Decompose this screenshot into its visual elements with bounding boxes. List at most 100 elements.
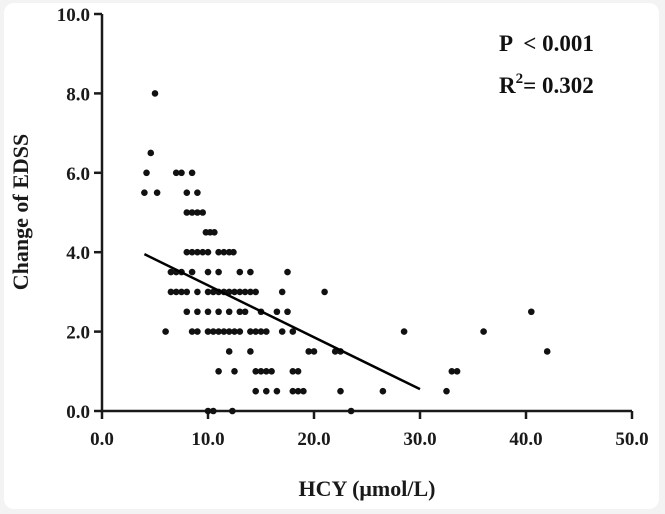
data-point <box>230 248 237 256</box>
data-point <box>229 407 236 415</box>
data-point <box>178 169 185 177</box>
x-tick-label: 30.0 <box>403 429 436 450</box>
r-squared-superscript: 2 <box>516 71 524 87</box>
y-tick-label: 8.0 <box>66 84 90 105</box>
r-squared-letter: R <box>499 73 516 98</box>
data-point <box>204 248 212 256</box>
data-point <box>162 328 169 335</box>
chart-frame <box>4 3 659 509</box>
data-point <box>210 407 217 415</box>
data-point <box>300 387 307 395</box>
data-point <box>188 209 196 216</box>
data-point <box>153 189 161 196</box>
data-point <box>231 288 238 296</box>
data-point <box>236 328 244 335</box>
data-point <box>257 328 265 335</box>
data-point <box>225 328 233 335</box>
data-point <box>188 268 196 276</box>
data-point <box>278 288 286 296</box>
x-tick-label: 40.0 <box>509 429 542 450</box>
x-tick-label: 50.0 <box>615 429 648 450</box>
data-point <box>284 268 291 276</box>
data-point <box>194 209 201 216</box>
data-point <box>252 328 259 335</box>
data-point <box>204 328 212 335</box>
y-tick-label: 2.0 <box>66 323 90 344</box>
r-squared-annotation: R2= 0.302 <box>499 71 594 98</box>
data-point <box>188 169 196 177</box>
data-point <box>400 328 408 335</box>
data-point <box>273 308 281 316</box>
data-point <box>231 328 238 335</box>
data-point <box>167 288 175 296</box>
data-point <box>247 348 254 355</box>
data-point <box>268 368 275 375</box>
data-point <box>263 328 270 335</box>
x-axis-title: HCY (μmol/L) <box>299 476 436 501</box>
x-tick-label: 10.0 <box>191 429 224 450</box>
data-point <box>337 387 344 395</box>
data-point <box>194 328 201 335</box>
data-point <box>528 308 535 316</box>
x-tick-label: 0.0 <box>90 429 114 450</box>
data-point <box>231 368 238 375</box>
data-point <box>199 248 206 256</box>
data-point <box>284 308 291 316</box>
data-point <box>236 268 244 276</box>
data-point <box>199 209 206 216</box>
x-ticks: 0.0 10.0 20.0 30.0 40.0 50.0 <box>90 411 649 450</box>
data-point <box>480 328 487 335</box>
data-point <box>543 348 551 355</box>
data-point <box>215 248 222 256</box>
data-point <box>247 288 254 296</box>
data-point <box>257 368 265 375</box>
data-point <box>194 248 201 256</box>
data-point <box>194 189 201 196</box>
axes <box>100 14 632 413</box>
y-tick-label: 6.0 <box>66 164 90 185</box>
data-point <box>215 368 222 375</box>
data-point <box>443 387 450 395</box>
data-point <box>210 288 217 296</box>
data-point <box>273 387 281 395</box>
regression-line <box>143 253 421 391</box>
data-point <box>263 387 270 395</box>
data-point <box>183 288 191 296</box>
data-point <box>151 90 159 97</box>
data-point <box>204 407 212 415</box>
data-point <box>294 387 302 395</box>
data-point <box>241 288 249 296</box>
data-point <box>289 368 297 375</box>
data-point <box>178 288 185 296</box>
data-point <box>215 308 222 316</box>
data-point <box>263 368 270 375</box>
data-point <box>211 229 218 236</box>
data-point <box>204 268 212 276</box>
data-point <box>247 268 254 276</box>
data-point <box>236 288 244 296</box>
data-point <box>172 169 180 177</box>
y-tick-label: 4.0 <box>66 243 90 264</box>
data-point <box>252 288 259 296</box>
data-point <box>183 189 191 196</box>
data-point <box>204 308 212 316</box>
data-point <box>172 288 180 296</box>
data-point <box>210 328 217 335</box>
data-point <box>204 288 212 296</box>
data-point <box>220 248 228 256</box>
data-point <box>215 328 222 335</box>
data-point <box>188 248 196 256</box>
data-point <box>241 308 249 316</box>
data-point <box>347 407 355 415</box>
data-point <box>215 268 222 276</box>
r-squared-value: = 0.302 <box>523 73 594 98</box>
data-point <box>188 328 196 335</box>
data-point <box>289 328 297 335</box>
y-ticks: 0.0 2.0 4.0 6.0 8.0 10.0 <box>57 5 102 423</box>
data-point <box>141 189 148 196</box>
data-point <box>194 288 201 296</box>
data-point <box>321 288 328 296</box>
data-point <box>294 368 302 375</box>
data-point <box>225 348 233 355</box>
